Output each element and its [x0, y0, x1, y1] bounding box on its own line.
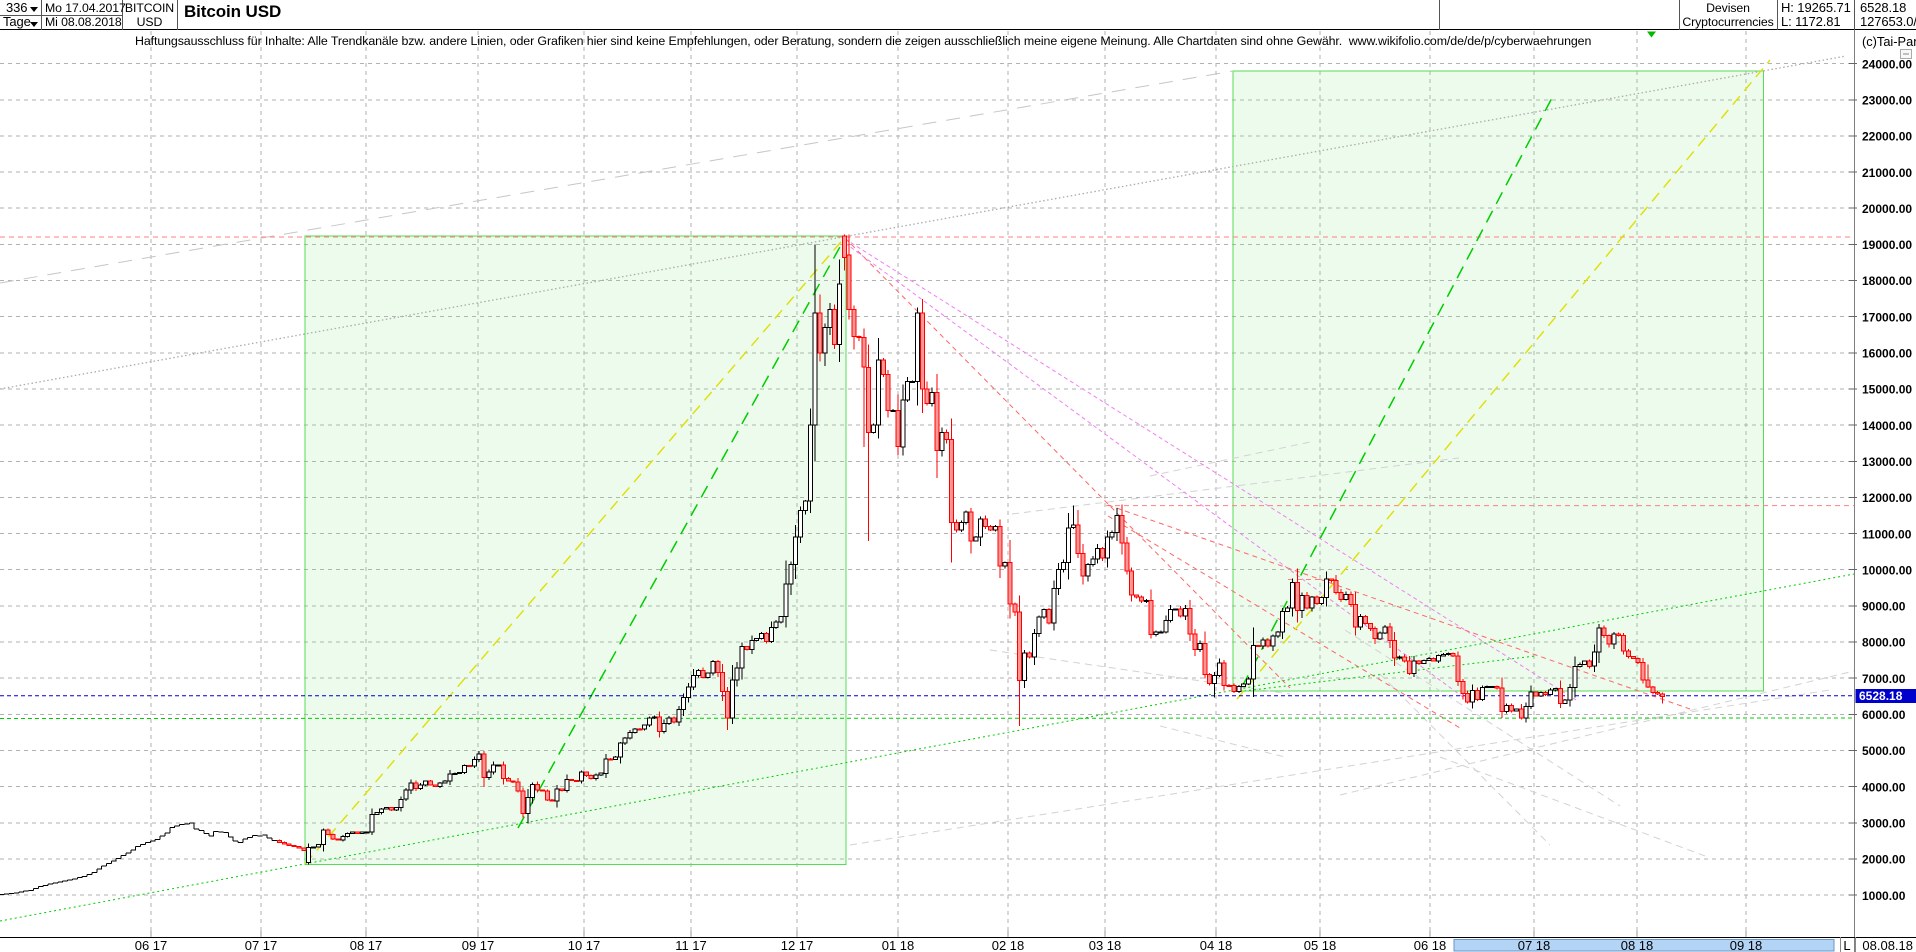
- svg-text:09 17: 09 17: [462, 938, 495, 952]
- svg-text:10 17: 10 17: [568, 938, 601, 952]
- svg-text:1000.00: 1000.00: [1862, 889, 1906, 903]
- svg-text:4000.00: 4000.00: [1862, 780, 1906, 794]
- svg-text:08 17: 08 17: [350, 938, 383, 952]
- svg-text:7000.00: 7000.00: [1862, 672, 1906, 686]
- svg-text:01 18: 01 18: [882, 938, 915, 952]
- svg-text:04 18: 04 18: [1200, 938, 1233, 952]
- svg-text:14000.00: 14000.00: [1862, 419, 1912, 433]
- svg-text:12000.00: 12000.00: [1862, 491, 1912, 505]
- svg-text:08 18: 08 18: [1621, 938, 1654, 952]
- svg-text:9000.00: 9000.00: [1862, 600, 1906, 614]
- svg-text:20000.00: 20000.00: [1862, 202, 1912, 216]
- svg-text:21000.00: 21000.00: [1862, 166, 1912, 180]
- svg-text:(c)Tai-Pan: (c)Tai-Pan: [1862, 34, 1916, 49]
- svg-text:8000.00: 8000.00: [1862, 636, 1906, 650]
- svg-text:03 18: 03 18: [1089, 938, 1122, 952]
- svg-text:05 18: 05 18: [1304, 938, 1337, 952]
- svg-text:5000.00: 5000.00: [1862, 744, 1906, 758]
- svg-text:17000.00: 17000.00: [1862, 310, 1912, 324]
- svg-text:10000.00: 10000.00: [1862, 563, 1912, 577]
- svg-text:L: L: [1843, 938, 1850, 952]
- svg-text:11 17: 11 17: [675, 938, 707, 952]
- svg-text:08.08.18: 08.08.18: [1862, 938, 1913, 952]
- svg-text:06 17: 06 17: [135, 938, 168, 952]
- svg-text:19000.00: 19000.00: [1862, 238, 1912, 252]
- svg-text:23000.00: 23000.00: [1862, 94, 1912, 108]
- svg-text:22000.00: 22000.00: [1862, 130, 1912, 144]
- svg-text:2000.00: 2000.00: [1862, 853, 1906, 867]
- svg-text:16000.00: 16000.00: [1862, 347, 1912, 361]
- svg-text:18000.00: 18000.00: [1862, 274, 1912, 288]
- svg-text:3000.00: 3000.00: [1862, 817, 1906, 831]
- svg-text:6000.00: 6000.00: [1862, 708, 1906, 722]
- svg-text:07 18: 07 18: [1518, 938, 1551, 952]
- svg-text:13000.00: 13000.00: [1862, 455, 1912, 469]
- svg-text:09 18: 09 18: [1730, 938, 1763, 952]
- svg-text:24000.00: 24000.00: [1862, 57, 1912, 71]
- svg-text:11000.00: 11000.00: [1862, 527, 1912, 541]
- svg-text:6528.18: 6528.18: [1859, 689, 1903, 703]
- svg-text:15000.00: 15000.00: [1862, 383, 1912, 397]
- svg-text:06 18: 06 18: [1414, 938, 1447, 952]
- svg-text:12 17: 12 17: [781, 938, 814, 952]
- svg-text:07 17: 07 17: [245, 938, 278, 952]
- svg-text:02 18: 02 18: [992, 938, 1025, 952]
